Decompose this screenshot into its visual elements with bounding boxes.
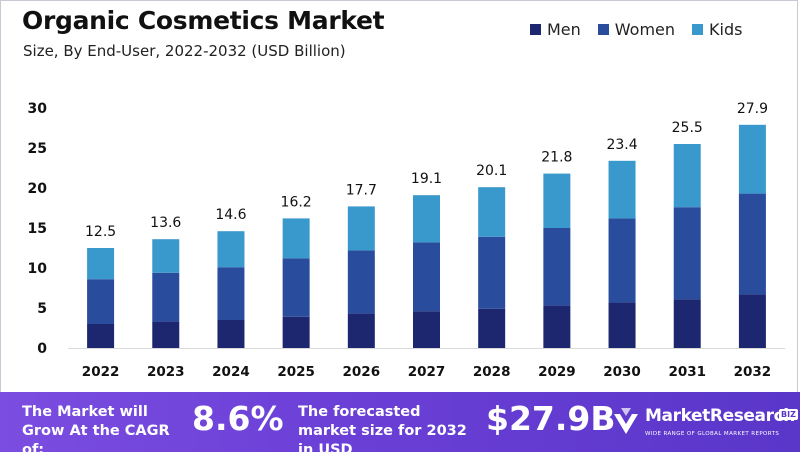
- x-tick-label: 2026: [343, 364, 381, 380]
- bar-total-label: 14.6: [215, 207, 246, 223]
- brand-logo: MarketResearch BIZ WIDE RANGE OF GLOBAL …: [612, 402, 798, 446]
- bar-segment-kids: [673, 144, 701, 208]
- x-tick-label: 2022: [82, 364, 120, 380]
- y-tick-label: 10: [28, 261, 48, 277]
- bar-total-label: 17.7: [346, 182, 377, 198]
- bar-total-label: 12.5: [85, 224, 116, 240]
- bar-segment-women: [217, 267, 245, 320]
- legend-item-men: Men: [530, 20, 581, 39]
- bar-total-label: 20.1: [476, 163, 507, 179]
- legend-item-women: Women: [597, 20, 676, 39]
- legend-label-kids: Kids: [709, 20, 743, 39]
- bar-total-label: 21.8: [541, 150, 572, 166]
- bar-segment-men: [413, 311, 440, 348]
- bar-segment-men: [738, 294, 766, 348]
- stacked-bar-chart: 05101520253012.5202213.6202314.6202416.2…: [28, 101, 785, 380]
- bar-segment-kids: [543, 173, 571, 228]
- bar-segment-kids: [738, 124, 766, 194]
- brand-name: MarketResearch: [645, 406, 795, 426]
- bar-segment-kids: [347, 206, 375, 251]
- legend-swatch-women: [597, 24, 609, 35]
- legend-label-women: Women: [614, 20, 676, 39]
- x-tick-label: 2025: [277, 364, 315, 380]
- bar-total-label: 27.9: [737, 101, 768, 117]
- bar-total-label: 13.6: [150, 215, 181, 231]
- bar-segment-kids: [608, 160, 636, 219]
- bar-segment-women: [152, 272, 180, 322]
- chart-subtitle: Size, By End-User, 2022-2032 (USD Billio…: [23, 42, 346, 60]
- x-tick-label: 2031: [668, 364, 706, 380]
- y-tick-label: 20: [28, 181, 48, 197]
- bar-segment-women: [608, 218, 636, 303]
- bar-segment-women: [673, 207, 701, 300]
- legend: Men Women Kids: [530, 20, 742, 39]
- x-tick-label: 2023: [147, 364, 185, 380]
- x-tick-label: 2027: [408, 364, 446, 380]
- forecast-text: The forecasted market size for 2032 in U…: [298, 404, 467, 458]
- bar-segment-women: [478, 236, 506, 309]
- brand-tagline: WIDE RANGE OF GLOBAL MARKET REPORTS: [645, 431, 780, 437]
- bar-segment-women: [413, 242, 440, 312]
- bar-total-label: 23.4: [606, 137, 637, 153]
- bar-segment-women: [543, 228, 571, 306]
- x-tick-label: 2024: [212, 364, 250, 380]
- x-tick-label: 2032: [734, 364, 772, 380]
- bar-segment-men: [478, 308, 506, 348]
- brand-mark-icon: [614, 408, 638, 434]
- bar-segment-men: [87, 324, 115, 348]
- forecast-value: $27.9B: [486, 399, 616, 438]
- bar-total-label: 19.1: [411, 171, 442, 187]
- footer-banner: The Market will Grow At the CAGR of: 8.6…: [0, 392, 800, 458]
- x-tick-label: 2028: [473, 364, 511, 380]
- x-tick-label: 2029: [538, 364, 576, 380]
- legend-swatch-kids: [692, 24, 704, 35]
- bar-segment-women: [347, 250, 375, 314]
- bar-segment-men: [217, 320, 245, 348]
- x-tick-label: 2030: [603, 364, 641, 380]
- bar-segment-kids: [282, 218, 310, 259]
- cagr-text: The Market will Grow At the CAGR of:: [22, 404, 170, 458]
- y-tick-label: 30: [28, 101, 48, 117]
- bar-segment-women: [282, 258, 310, 317]
- brand-badge: BIZ: [779, 409, 798, 420]
- y-tick-label: 15: [28, 221, 47, 237]
- y-tick-label: 0: [37, 341, 47, 357]
- bar-segment-men: [152, 321, 180, 348]
- legend-swatch-men: [530, 24, 541, 35]
- bar-segment-women: [87, 279, 115, 324]
- bar-segment-kids: [152, 239, 180, 273]
- bar-segment-kids: [413, 195, 440, 243]
- bar-segment-kids: [217, 231, 245, 268]
- bar-segment-men: [673, 299, 701, 348]
- bar-segment-men: [608, 302, 636, 348]
- bar-segment-men: [347, 313, 375, 348]
- bar-segment-men: [282, 316, 310, 348]
- bar-total-label: 16.2: [281, 194, 312, 210]
- cagr-value: 8.6%: [192, 399, 284, 438]
- bar-total-label: 25.5: [672, 120, 703, 136]
- bar-segment-kids: [87, 248, 115, 280]
- y-tick-label: 5: [37, 301, 47, 317]
- bar-segment-women: [738, 193, 766, 295]
- chart-title: Organic Cosmetics Market: [22, 6, 385, 35]
- bar-segment-men: [543, 305, 571, 348]
- legend-item-kids: Kids: [692, 20, 742, 39]
- legend-label-men: Men: [547, 20, 581, 39]
- bar-segment-kids: [478, 187, 506, 237]
- y-tick-label: 25: [28, 141, 47, 157]
